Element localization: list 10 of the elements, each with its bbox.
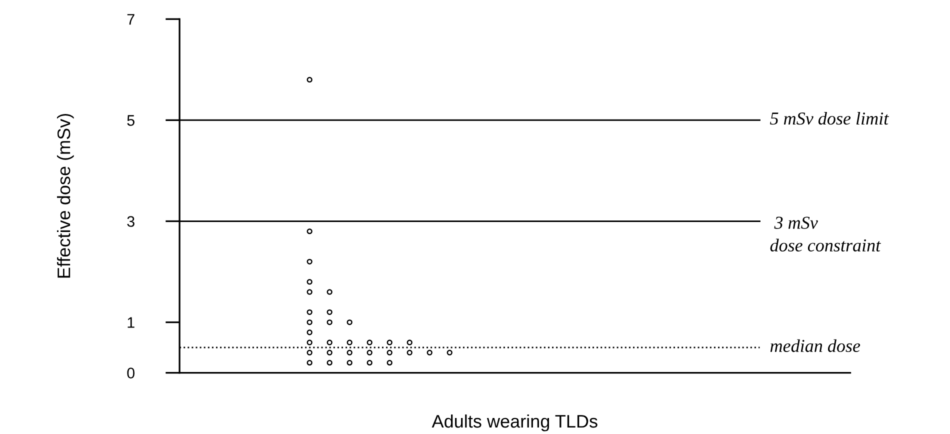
y-tick-label: 0 <box>127 368 135 378</box>
y-axis-title: Effective dose (mSv) <box>57 114 74 278</box>
ref-line-label: 3 mSv dose constraint <box>770 216 881 252</box>
y-tick-label: 1 <box>128 317 134 328</box>
y-tick-label: 7 <box>127 14 134 25</box>
y-tick-label: 5 <box>127 115 134 126</box>
x-axis-title: Adults wearing TLDs <box>432 414 598 432</box>
y-tick-label: 3 <box>127 216 134 227</box>
ref-line-label: 5 mSv dose limit <box>770 112 889 125</box>
ref-line-label: median dose <box>770 339 860 352</box>
